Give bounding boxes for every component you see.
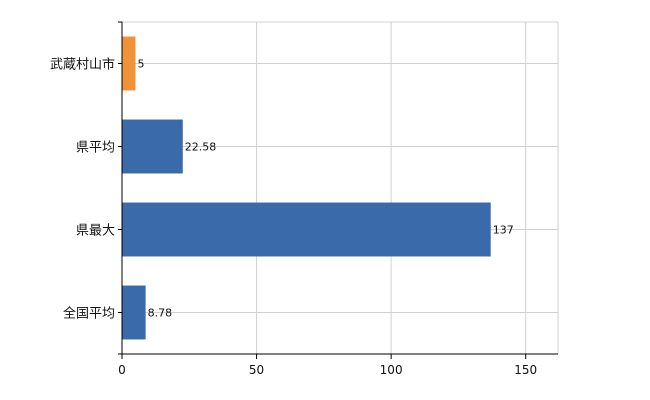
- x-tick-label: 100: [380, 363, 403, 377]
- category-label: 県平均: [76, 141, 115, 156]
- x-tick-label: 0: [118, 363, 126, 377]
- bar: [122, 36, 136, 91]
- bars: [122, 36, 491, 340]
- value-label: 22.58: [185, 141, 217, 154]
- grid-lines: [122, 21, 559, 354]
- value-label: 137: [493, 224, 514, 237]
- axes: [121, 22, 558, 355]
- category-label: 全国平均: [63, 306, 115, 322]
- value-label: 8.78: [148, 307, 173, 320]
- labels: 5 武蔵村山市 22.58 県平均 137 県最大 8.78 全国平均 0 50 100 150: [50, 21, 537, 377]
- category-label: 県最大: [76, 224, 115, 239]
- category-label: 武蔵村山市: [50, 57, 115, 73]
- bar: [122, 285, 146, 340]
- value-label: 5: [137, 58, 144, 71]
- bar: [122, 202, 491, 257]
- x-tick-label: 50: [249, 363, 264, 377]
- x-tick-label: 150: [514, 363, 537, 377]
- bar: [122, 119, 183, 174]
